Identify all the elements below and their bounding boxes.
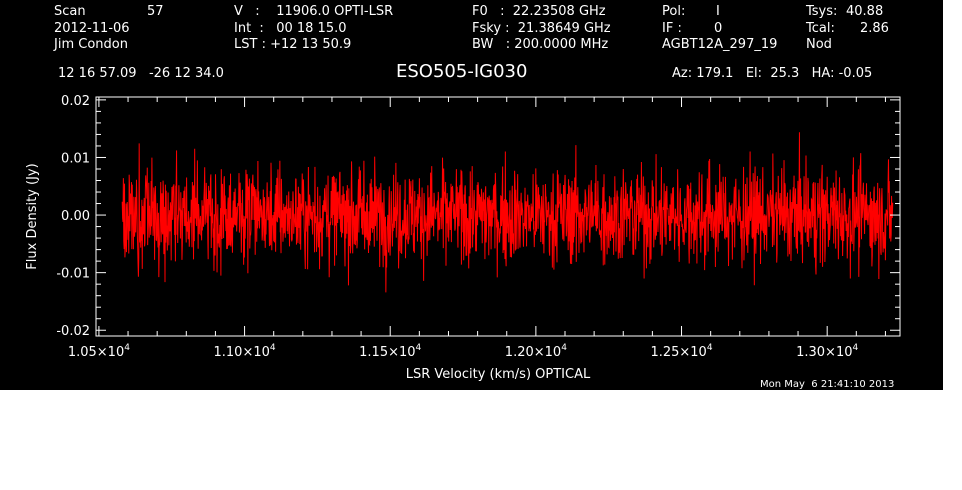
y-tick-label: -0.02 xyxy=(56,324,90,339)
axis-ticks xyxy=(96,97,900,336)
y-tick-label: 0.00 xyxy=(61,209,90,224)
obs-mode: Nod xyxy=(806,37,832,52)
x-tick-label: 1.15×104 xyxy=(359,343,421,360)
tsys-label: Tsys: xyxy=(806,4,838,19)
source-name: ESO505-IG030 xyxy=(396,61,528,82)
tcal-label: Tcal: xyxy=(806,21,835,36)
pol-label: Pol: xyxy=(662,4,686,19)
sky-frequency: Fsky : 21.38649 GHz xyxy=(472,21,611,36)
source-coordinates: 12 16 57.09 -26 12 34.0 xyxy=(58,66,224,81)
project-id: AGBT12A_297_19 xyxy=(662,37,778,52)
x-tick-label: 1.05×104 xyxy=(68,343,130,360)
x-tick-label: 1.10×104 xyxy=(214,343,276,360)
if-label: IF : xyxy=(662,21,682,36)
plot-frame-rect xyxy=(95,96,901,337)
tcal-value: 2.86 xyxy=(860,21,889,36)
y-tick-label: 0.01 xyxy=(61,151,90,166)
bandwidth: BW : 200.0000 MHz xyxy=(472,37,609,52)
plot-window: Scan 57 2012-11-06 Jim Condon V : 11906.… xyxy=(0,0,943,390)
plot-frame xyxy=(95,96,901,337)
y-axis-title: Flux Density (Jy) xyxy=(25,163,40,269)
plot-timestamp: Mon May 6 21:41:10 2013 xyxy=(760,379,895,390)
spectrum-series-line xyxy=(121,132,894,293)
scan-number: 57 xyxy=(147,4,164,19)
x-axis-title: LSR Velocity (km/s) OPTICAL xyxy=(406,367,591,382)
x-tick-label: 1.30×104 xyxy=(796,343,858,360)
spectrum-chart: 1.05×104 1.10×104 1.15×104 1.20×104 1.25×104… xyxy=(25,94,901,382)
if-value: 0 xyxy=(714,21,723,36)
velocity-info: V : 11906.0 OPTI-LSR xyxy=(234,4,394,19)
tick-labels: 1.05×104 1.10×104 1.15×104 1.20×104 1.25×104… xyxy=(56,94,858,360)
integration-info: Int : 00 18 15.0 xyxy=(234,21,347,36)
series-layer xyxy=(121,132,894,293)
x-tick-label: 1.25×104 xyxy=(650,343,712,360)
rest-frequency: F0 : 22.23508 GHz xyxy=(472,4,606,19)
y-tick-label: -0.01 xyxy=(56,267,90,282)
pol-value: I xyxy=(716,4,720,19)
x-tick-label: 1.20×104 xyxy=(505,343,567,360)
az-el-ha: Az: 179.1 El: 25.3 HA: -0.05 xyxy=(672,66,873,81)
observer: Jim Condon xyxy=(54,37,128,52)
obs-date: 2012-11-06 xyxy=(54,21,130,36)
lst-info: LST : +12 13 50.9 xyxy=(234,37,352,52)
y-tick-label: 0.02 xyxy=(61,94,90,109)
tsys-value: 40.88 xyxy=(846,4,884,19)
scan-label: Scan xyxy=(54,4,86,19)
